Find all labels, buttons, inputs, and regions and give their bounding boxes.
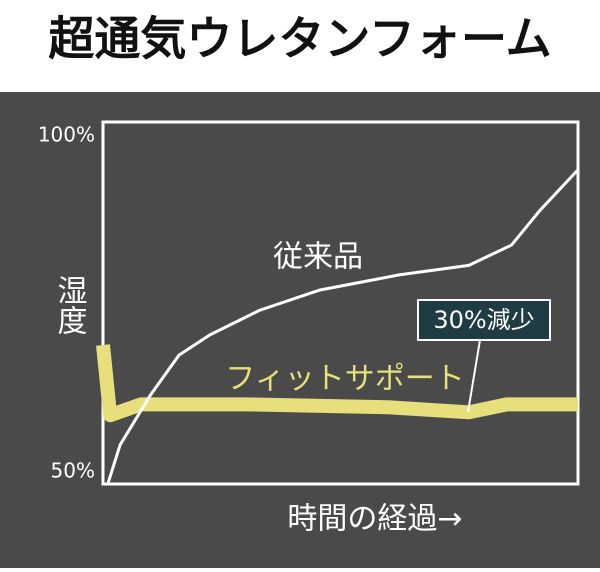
series-line [106, 168, 580, 485]
y-axis-label: 湿度 [52, 275, 87, 335]
annotation-box [417, 299, 551, 341]
x-axis-label: 時間の経過→ [287, 502, 462, 537]
annotation: 30%減少 [433, 306, 534, 334]
series-line [96, 344, 578, 423]
series-label: 従来品 [273, 240, 363, 275]
annotation-pointer [467, 339, 481, 413]
chart-title: 超通気ウレタンフォーム [48, 12, 551, 66]
plot-frame [101, 120, 580, 486]
y-tick-label: 100% [38, 123, 95, 147]
y-tick-label: 50% [51, 459, 95, 483]
series-label: フィットサポート [225, 362, 464, 397]
